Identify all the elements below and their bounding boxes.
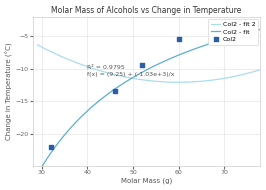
- Col2 - fit: [198, 46, 201, 48]
- Col2 - fit: [36, 173, 39, 175]
- Col2 - fit: [63, 134, 66, 136]
- Col2 - fit: [197, 46, 200, 49]
- Col2 - fit 2: [197, 80, 201, 83]
- Col2 - fit 2: [176, 81, 179, 83]
- Col2: [240, 33, 244, 36]
- Col2 - fit: [259, 28, 262, 31]
- Col2 - fit: [124, 81, 127, 83]
- Line: Col2 - fit 2: Col2 - fit 2: [38, 45, 260, 82]
- Col2 - fit 2: [63, 57, 66, 59]
- Col2 - fit 2: [259, 69, 262, 71]
- Col2 - fit 2: [36, 44, 39, 46]
- X-axis label: Molar Mass (g): Molar Mass (g): [121, 178, 172, 184]
- Col2: [49, 145, 53, 148]
- Col2 - fit 2: [198, 80, 202, 82]
- Text: R² = 0.9795
f(x) = (9.25) + (-1.03e+3)/x: R² = 0.9795 f(x) = (9.25) + (-1.03e+3)/x: [88, 65, 175, 77]
- Col2 - fit 2: [109, 72, 112, 75]
- Title: Molar Mass of Alcohols vs Change in Temperature: Molar Mass of Alcohols vs Change in Temp…: [51, 6, 242, 15]
- Line: Col2 - fit: Col2 - fit: [38, 29, 260, 174]
- Col2: [113, 90, 117, 93]
- Legend: Col2 - fit 2, Col2 - fit, Col2: Col2 - fit 2, Col2 - fit, Col2: [209, 19, 258, 45]
- Col2: [140, 64, 144, 67]
- Col2: [176, 38, 181, 41]
- Col2 - fit 2: [177, 81, 180, 83]
- Col2 - fit: [109, 91, 112, 93]
- Col2 - fit: [176, 54, 179, 57]
- Col2 - fit 2: [124, 76, 127, 78]
- Y-axis label: Change in Temperature (°C): Change in Temperature (°C): [6, 43, 13, 140]
